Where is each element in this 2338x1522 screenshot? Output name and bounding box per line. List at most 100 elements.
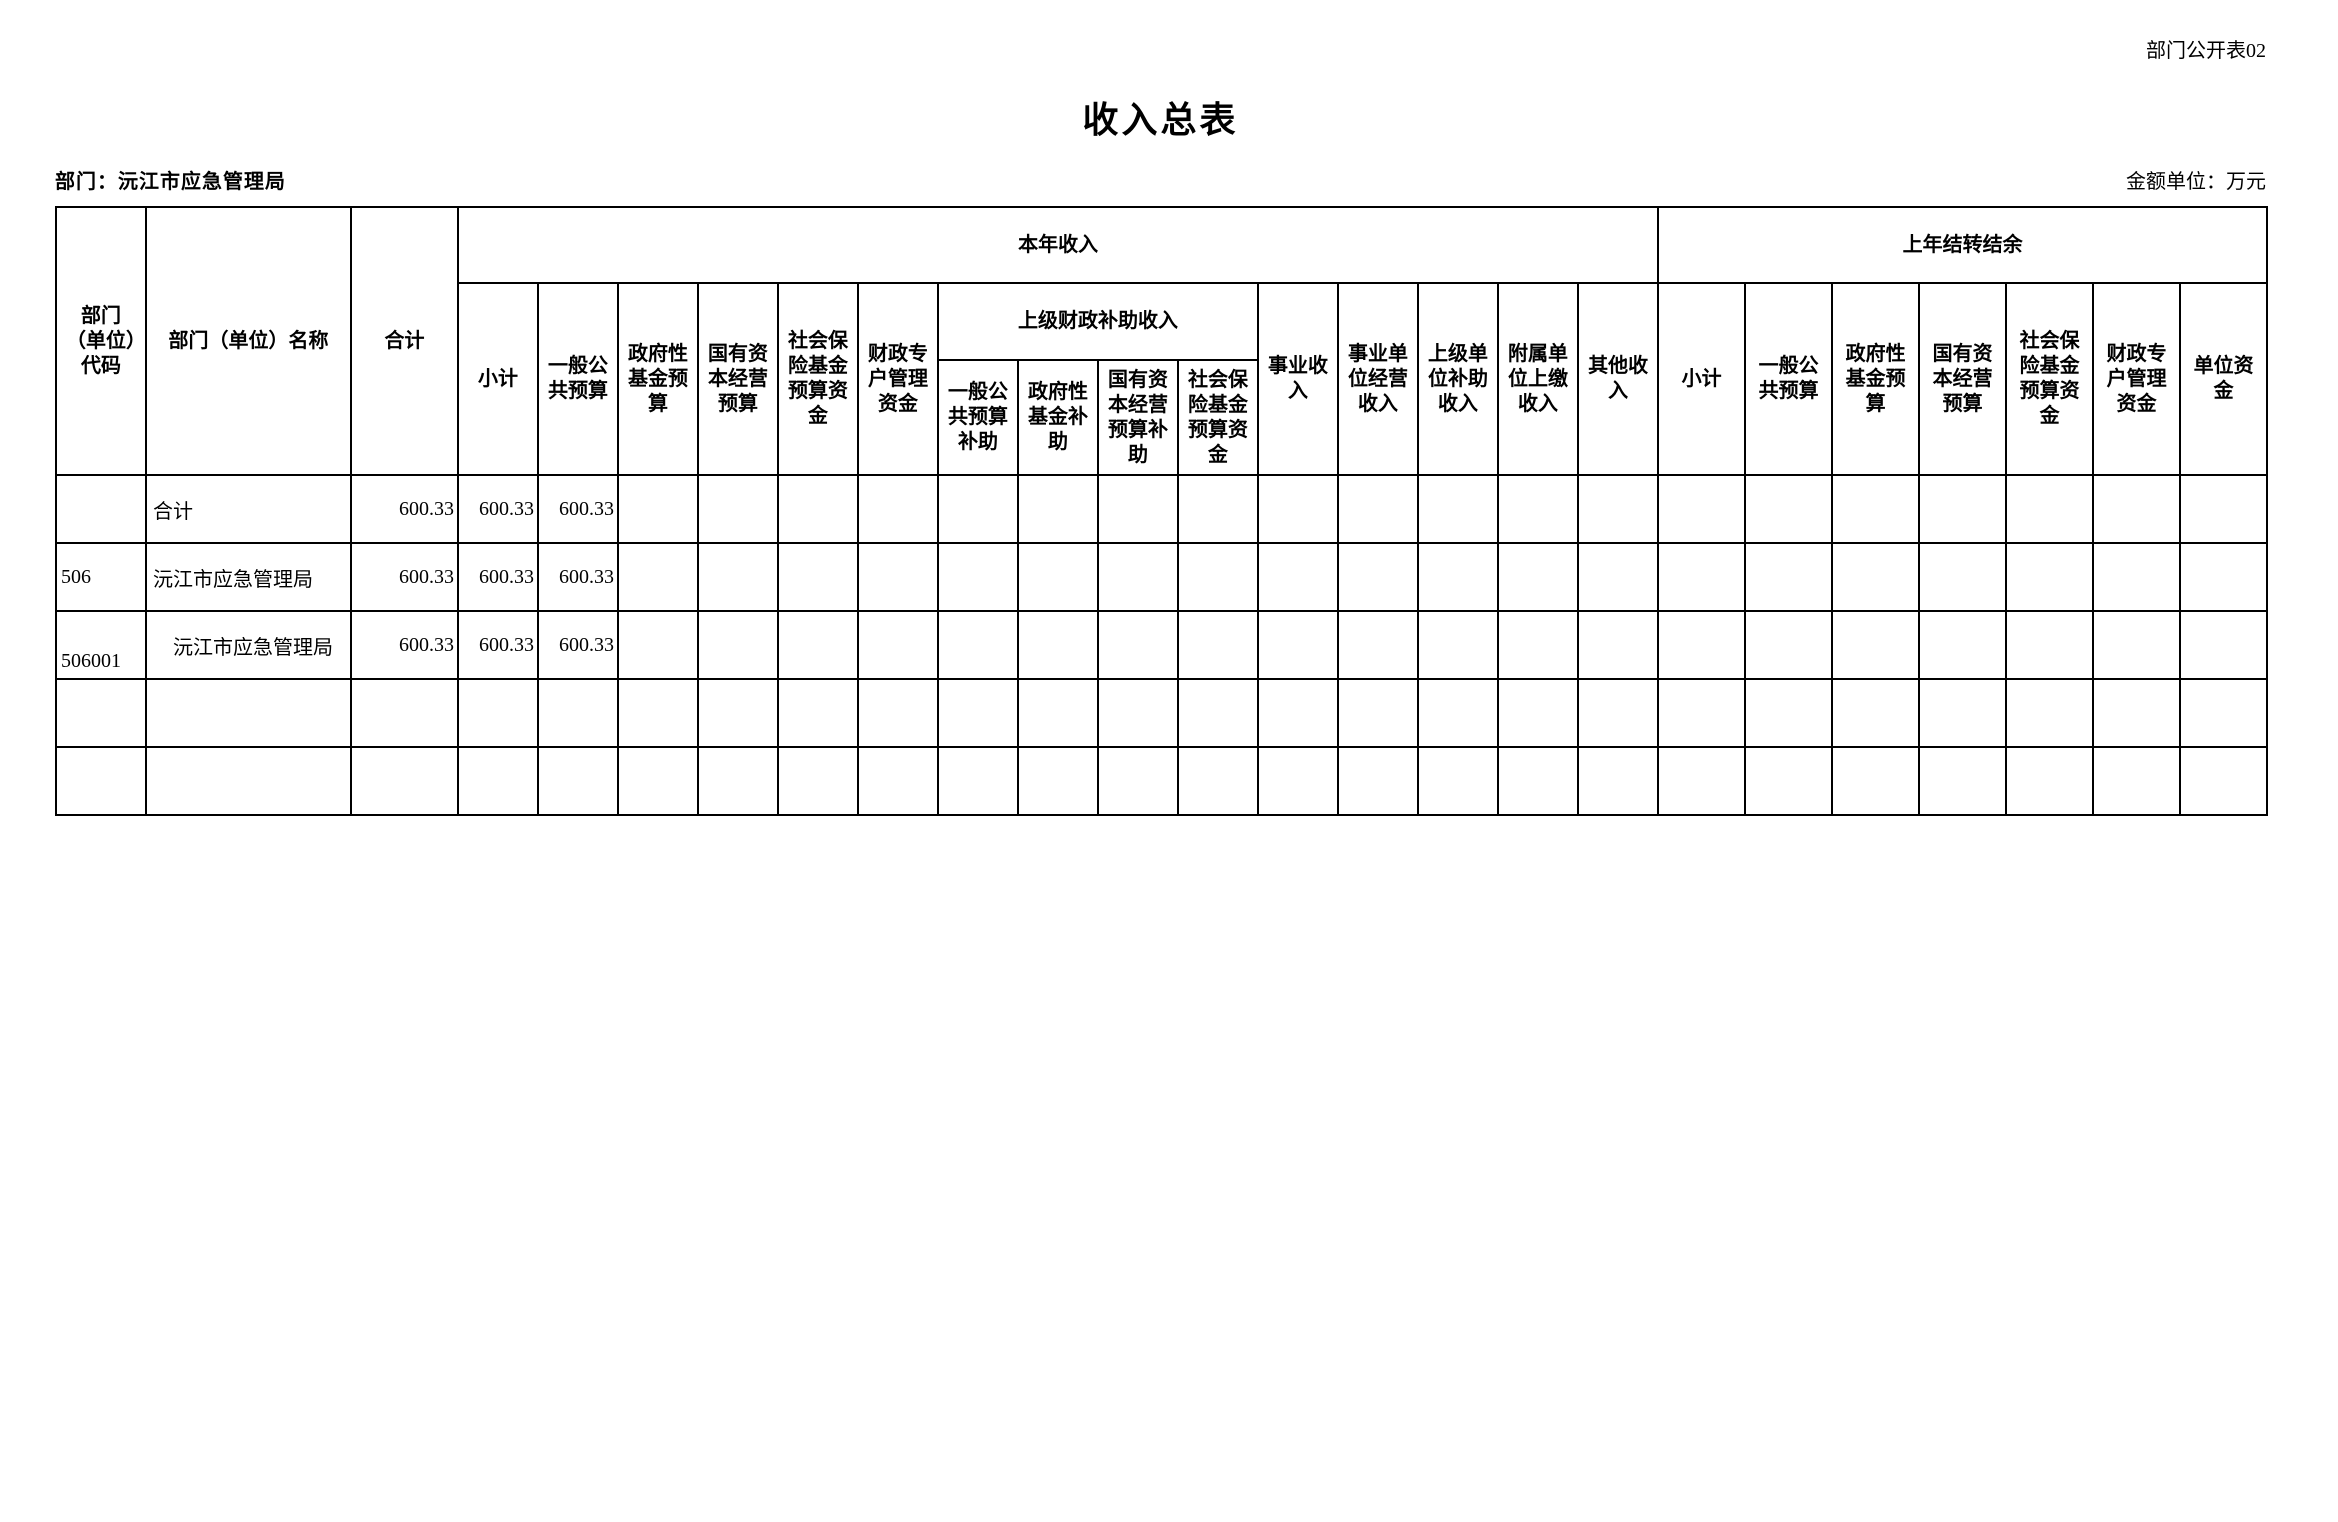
name-cell: 沅江市应急管理局 [145,542,352,612]
value-cell [1831,542,1921,612]
value-cell [1918,542,2008,612]
value-cell [1017,542,1099,612]
value-cell [1744,678,1834,748]
value-cell [777,610,859,680]
value-cell [1337,746,1419,816]
header-cy-state-capital-budget: 国有资本经营预算 [697,282,779,476]
header-business-unit-operating-income: 事业单位经营收入 [1337,282,1419,476]
value-cell [1918,474,2008,544]
header-group-current-year: 本年收入 [456,206,1660,284]
value-cell [1576,474,1660,544]
value-cell: 600.33 [350,542,459,612]
name-cell [145,678,352,748]
header-subsidy-columns-row: 一般公共预算补助 政府性基金补助 国有资本经营预算补助 社会保险基金预算资金 [56,359,2267,476]
value-cell [1831,474,1921,544]
value-cell [2005,746,2095,816]
value-cell [1918,610,2008,680]
name-cell: 沅江市应急管理局 [145,610,352,680]
header-dept-code: 部门（单位）代码 [55,206,147,476]
value-cell [1576,542,1660,612]
header-cy-fiscal-special-account: 财政专户管理资金 [857,282,939,476]
value-cell [697,678,779,748]
value-cell: 600.33 [457,474,539,544]
table-row [55,746,2269,816]
value-cell [1576,746,1660,816]
value-cell [1257,474,1339,544]
code-cell [55,678,147,748]
value-cell [777,746,859,816]
value-cell [2179,610,2269,680]
header-group-row: 部门（单位）代码 部门（单位）名称 合计 本年收入 上年结转结余 [55,206,2269,476]
value-cell [2092,746,2182,816]
value-cell [1576,678,1660,748]
value-cell [937,678,1019,748]
value-cell [2092,678,2182,748]
value-cell [937,746,1019,816]
header-dept-name: 部门（单位）名称 [145,206,352,476]
value-cell [1497,610,1579,680]
value-cell [1497,746,1579,816]
value-cell [617,746,699,816]
header-group-subsidy: 上级财政补助收入 [937,282,1259,361]
value-cell [350,678,459,748]
header-co-govt-fund-budget: 政府性基金预算 [1831,282,1921,476]
table-row: 506001 沅江市应急管理局 600.33 600.33 600.33 [55,610,2269,680]
value-cell [1257,746,1339,816]
header-subsidy-govt-fund: 政府性基金补助 [1017,359,1099,476]
value-cell: 600.33 [537,474,619,544]
value-cell [2179,746,2269,816]
value-cell [1417,474,1499,544]
value-cell [2005,474,2095,544]
value-cell [1177,746,1259,816]
header-subsidy-general-public: 一般公共预算补助 [937,359,1019,476]
header-affiliated-unit-remitted-income: 附属单位上缴收入 [1497,282,1579,476]
value-cell [1337,678,1419,748]
income-table: 部门（单位）代码 部门（单位）名称 合计 本年收入 上年结转结余 小计 一般公共… [55,206,2269,816]
value-cell [1497,678,1579,748]
value-cell [1097,542,1179,612]
value-cell [1097,474,1179,544]
code-cell: 506 [55,542,147,612]
value-cell [937,610,1019,680]
value-cell [857,542,939,612]
value-cell [1017,474,1099,544]
header-other-income: 其他收入 [1576,282,1660,476]
value-cell [697,542,779,612]
header-cy-govt-fund-budget: 政府性基金预算 [617,282,699,476]
value-cell [1657,542,1747,612]
value-cell: 600.33 [457,610,539,680]
value-cell [777,542,859,612]
value-cell [1657,474,1747,544]
header-co-social-insurance-fund: 社会保险基金预算资金 [2005,282,2095,476]
table-body: 合计 600.33 600.33 600.33 506 沅江市应急管理局 600.33 600… [55,474,2269,816]
header-co-state-capital-budget: 国有资本经营预算 [1918,282,2008,476]
table-row [55,678,2269,748]
header-group-carryover: 上年结转结余 [1657,206,2269,284]
value-cell: 600.33 [537,542,619,612]
value-cell [1257,678,1339,748]
code-cell [55,746,147,816]
name-cell: 合计 [145,474,352,544]
value-cell [1576,610,1660,680]
header-co-subtotal: 小计 [1657,282,1747,476]
value-cell [1417,746,1499,816]
value-cell: 600.33 [457,542,539,612]
header-co-general-public-budget: 一般公共预算 [1744,282,1834,476]
value-cell [617,678,699,748]
value-cell [1831,678,1921,748]
value-cell [537,678,619,748]
value-cell [537,746,619,816]
value-cell: 600.33 [537,610,619,680]
value-cell [1657,746,1747,816]
value-cell [857,746,939,816]
header-total: 合计 [350,206,459,476]
amount-unit-label: 金额单位：万元 [2126,171,2266,193]
value-cell [857,474,939,544]
header-columns-row: 小计 一般公共预算 政府性基金预算 国有资本经营预算 社会保险基金预算资金 财政… [56,282,2269,476]
value-cell: 600.33 [350,610,459,680]
value-cell [1017,610,1099,680]
value-cell [457,746,539,816]
value-cell [1744,542,1834,612]
value-cell [937,474,1019,544]
value-cell [2005,610,2095,680]
